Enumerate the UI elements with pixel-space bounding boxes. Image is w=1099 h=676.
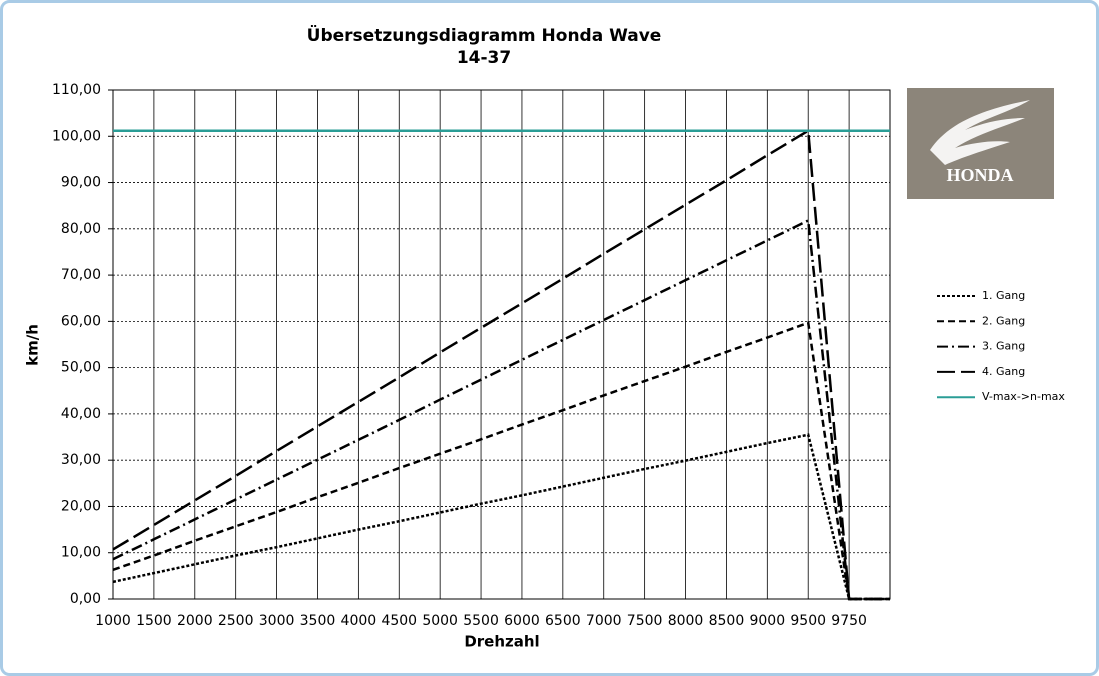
x-tick-label: 5500 (463, 613, 499, 629)
x-axis-label: Drehzahl (464, 633, 539, 651)
x-tick-label: 3500 (300, 613, 336, 629)
x-tick-label: 8500 (709, 613, 745, 629)
x-tick-label: 9500 (790, 613, 826, 629)
logo: HONDA (907, 88, 1054, 199)
legend-label: V-max->n-max (982, 390, 1065, 403)
legend-label: 3. Gang (982, 340, 1025, 353)
chart-subtitle: 14-37 (457, 48, 511, 68)
y-tick-label: 90,00 (61, 175, 101, 191)
logo-text: HONDA (947, 165, 1014, 185)
y-tick-label: 70,00 (61, 267, 101, 283)
x-tick-label: 7500 (627, 613, 663, 629)
y-axis-label: km/h (24, 324, 42, 366)
legend-label: 1. Gang (982, 289, 1025, 302)
series-line (112, 218, 890, 601)
x-tick-label: 9000 (749, 613, 785, 629)
x-tick-label: 8000 (668, 613, 704, 629)
x-tick-label: 7000 (586, 613, 622, 629)
plot-border (112, 89, 891, 600)
series-line (112, 433, 890, 601)
x-tick-label: 9750 (831, 613, 867, 629)
chart-title: Übersetzungsdiagramm Honda Wave (307, 24, 662, 46)
y-tick-label: 10,00 (61, 545, 101, 561)
x-tick-label: 6000 (504, 613, 540, 629)
series-line (112, 128, 890, 601)
y-tick-label: 20,00 (61, 498, 101, 514)
legend-label: 4. Gang (982, 365, 1025, 378)
series-line (112, 321, 890, 601)
x-tick-label: 4000 (341, 613, 377, 629)
x-tick-label: 2500 (218, 613, 254, 629)
x-tick-label: 3000 (259, 613, 295, 629)
y-tick-label: 30,00 (61, 452, 101, 468)
x-tick-label: 6500 (545, 613, 581, 629)
y-tick-label: 0,00 (70, 591, 101, 607)
y-tick-label: 110,00 (52, 82, 101, 98)
x-tick-label: 2000 (177, 613, 213, 629)
x-tick-label: 4500 (381, 613, 417, 629)
logo-wing (930, 100, 1030, 165)
y-tick-label: 60,00 (61, 313, 101, 329)
legend-label: 2. Gang (982, 314, 1025, 327)
x-tick-label: 1000 (95, 613, 131, 629)
x-tick-label: 5000 (422, 613, 458, 629)
x-tick-label: 1500 (136, 613, 172, 629)
y-tick-label: 100,00 (52, 128, 101, 144)
y-tick-label: 50,00 (61, 360, 101, 376)
y-tick-label: 80,00 (61, 221, 101, 237)
y-tick-label: 40,00 (61, 406, 101, 422)
